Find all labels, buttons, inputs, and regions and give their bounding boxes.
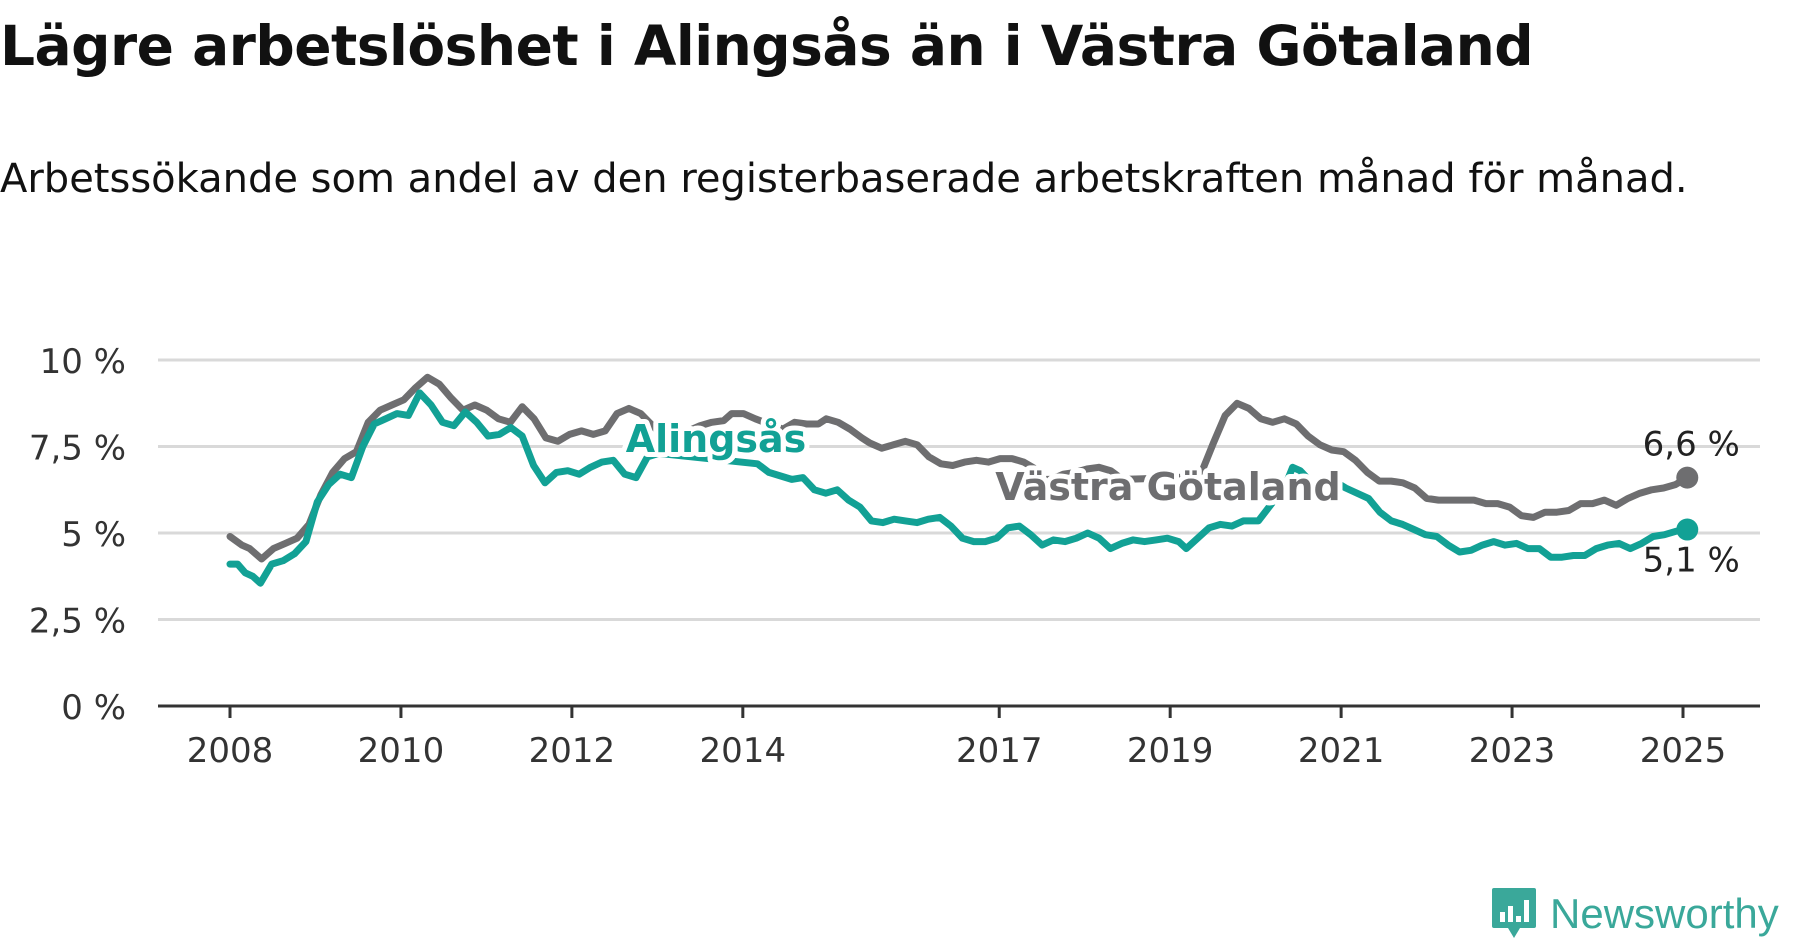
- series-labels: 6,6 % 5,1 % Västra Götaland Alingsås: [621, 412, 1740, 581]
- y-axis-ticks: 0 % 2,5 % 5 % 7,5 % 10 %: [29, 342, 126, 728]
- y-tick-label: 0 %: [61, 688, 126, 728]
- x-tick-label: 2021: [1298, 731, 1385, 771]
- y-tick-label: 7,5 %: [29, 429, 126, 469]
- newsworthy-logo[interactable]: Newsworthy: [1490, 886, 1779, 942]
- x-tick-label: 2017: [956, 731, 1043, 771]
- y-tick-label: 5 %: [61, 515, 126, 555]
- series-lines: [226, 373, 1699, 587]
- series-line-alingsas: [226, 389, 1691, 587]
- x-tick-label: 2012: [529, 731, 616, 771]
- chart-subtitle: Arbetssökande som andel av den registerb…: [0, 156, 1688, 202]
- y-tick-label: 2,5 %: [29, 602, 126, 642]
- newsworthy-chart-icon: [1492, 888, 1536, 938]
- x-tick-label: 2023: [1469, 731, 1556, 771]
- series-end-point: [1676, 518, 1699, 541]
- series-end-label: 5,1 %: [1643, 541, 1740, 581]
- x-tick-label: 2014: [700, 731, 787, 771]
- newsworthy-logo-text: Newsworthy: [1550, 890, 1779, 937]
- series-end-point: [1676, 466, 1699, 489]
- x-tick-label: 2008: [187, 731, 274, 771]
- x-tick-label: 2010: [358, 731, 445, 771]
- x-tick-label: 2025: [1640, 731, 1727, 771]
- series-end-label: 6,6 %: [1643, 425, 1740, 465]
- grid-lines: [158, 358, 1760, 621]
- series-label-vastra-gotaland: Västra Götaland: [995, 465, 1340, 509]
- y-tick-label: 10 %: [40, 342, 126, 382]
- x-tick-label: 2019: [1127, 731, 1214, 771]
- chart-title: Lägre arbetslöshet i Alingsås än i Västr…: [0, 14, 1534, 78]
- x-axis-ticks: 2008 2010 2012 2014 2017 2019 2021 2023 2025: [158, 704, 1760, 771]
- series-label-alingsas: Alingsås: [626, 417, 807, 461]
